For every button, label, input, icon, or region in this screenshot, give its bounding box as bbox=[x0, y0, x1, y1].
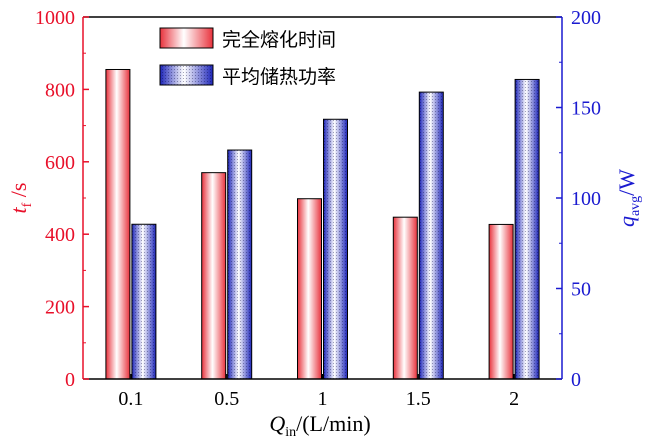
right-tick-label-0: 0 bbox=[571, 369, 581, 391]
axes-layer: 0 200 400 600 800 1000 0 50 100 150 200 0.1 0.5 1 1.5 2… bbox=[6, 7, 643, 440]
x-axis-title: Qin/(L/min) bbox=[269, 411, 370, 440]
left-axis-title: tf /s bbox=[6, 183, 35, 214]
bar-melting-time-1 bbox=[201, 172, 227, 380]
x-tick-label-4: 2 bbox=[509, 388, 519, 410]
right-tick-label-2: 100 bbox=[571, 188, 601, 210]
left-tick-label-5: 1000 bbox=[35, 7, 75, 29]
x-tick-label-3: 1.5 bbox=[406, 388, 431, 410]
right-axis-title: qavg/W bbox=[614, 169, 643, 227]
left-tick-label-0: 0 bbox=[65, 369, 75, 391]
bar-storage-power-texture-1 bbox=[227, 150, 252, 379]
bar-melting-time-0 bbox=[105, 68, 131, 380]
legend-swatch-0 bbox=[159, 27, 214, 49]
left-tick-label-3: 600 bbox=[45, 152, 75, 174]
bars-layer bbox=[105, 68, 540, 380]
x-tick-label-2: 1 bbox=[318, 388, 328, 410]
bar-melting-time-4 bbox=[488, 223, 514, 380]
bar-storage-power-texture-4 bbox=[515, 79, 540, 379]
bar-melting-time-2 bbox=[297, 198, 322, 380]
bar-storage-power-texture-0 bbox=[131, 224, 156, 379]
legend-swatch-texture-1 bbox=[160, 65, 213, 85]
left-tick-label-4: 800 bbox=[45, 79, 75, 101]
right-tick-label-1: 50 bbox=[571, 279, 591, 301]
right-tick-label-3: 150 bbox=[571, 98, 601, 120]
left-tick-label-2: 400 bbox=[45, 224, 75, 246]
bar-storage-power-texture-2 bbox=[323, 119, 348, 379]
bar-melting-time-3 bbox=[392, 216, 418, 380]
x-tick-label-0: 0.1 bbox=[118, 388, 143, 410]
left-tick-label-1: 200 bbox=[45, 297, 75, 319]
bar-storage-power-texture-3 bbox=[419, 92, 444, 380]
legend-label-0: 完全熔化时间 bbox=[222, 29, 336, 51]
legend-label-1: 平均储热功率 bbox=[222, 66, 336, 88]
x-tick-label-1: 0.5 bbox=[214, 388, 239, 410]
right-tick-label-4: 200 bbox=[571, 7, 601, 29]
